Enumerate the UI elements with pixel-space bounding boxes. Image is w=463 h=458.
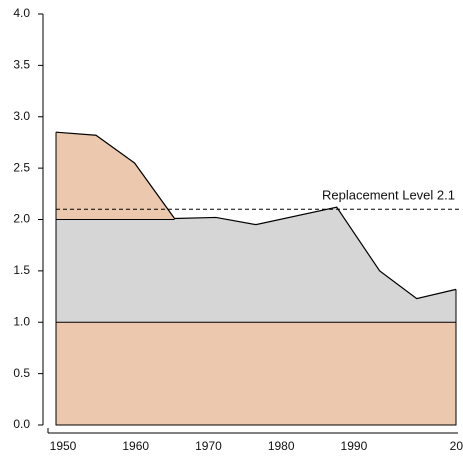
y-tick-label: 0.5 bbox=[13, 366, 30, 380]
x-tick-label: 1980 bbox=[268, 439, 295, 453]
y-tick-label: 1.0 bbox=[13, 314, 30, 328]
y-tick-label: 4.0 bbox=[13, 6, 30, 20]
area-fill bbox=[56, 132, 456, 323]
series-line bbox=[55, 131, 457, 300]
y-tick-label: 2.5 bbox=[13, 160, 30, 174]
excess-group bbox=[56, 132, 175, 220]
y-tick-label: 1.5 bbox=[13, 263, 30, 277]
x-tick-label: 1970 bbox=[195, 439, 222, 453]
x-tick-label: 1950 bbox=[50, 439, 77, 453]
x-tick-label: 1990 bbox=[341, 439, 368, 453]
x-tick-label: 2005 bbox=[450, 439, 463, 453]
excess-area bbox=[56, 132, 175, 220]
reference-label: Replacement Level 2.1 bbox=[322, 188, 455, 203]
base-band bbox=[55, 321, 457, 426]
x-tick-label: 1960 bbox=[122, 439, 149, 453]
y-tick-label: 3.0 bbox=[13, 109, 30, 123]
y-tick-label: 0.0 bbox=[13, 417, 30, 431]
y-tick-label: 2.0 bbox=[13, 212, 30, 226]
y-tick-label: 3.5 bbox=[13, 58, 30, 72]
